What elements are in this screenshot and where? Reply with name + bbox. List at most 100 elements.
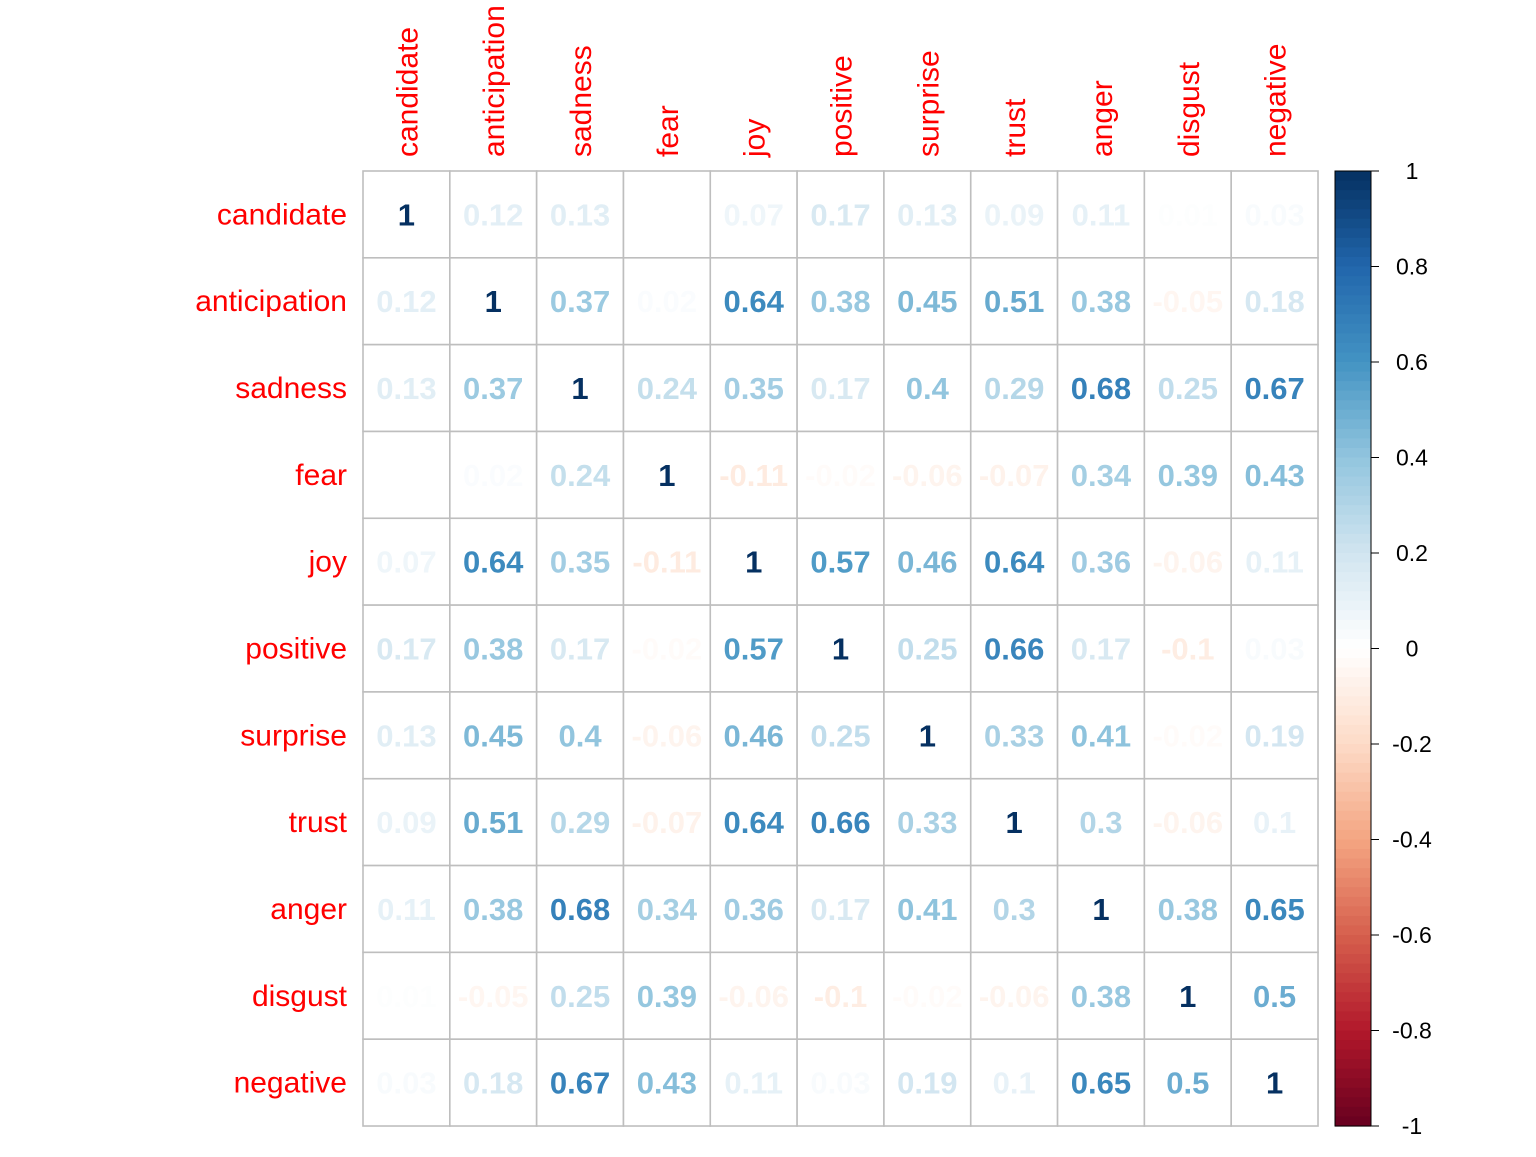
value-label-sadness-sadness: 1 [571,371,588,406]
colorbar-slice [1335,276,1371,287]
cell-trust-anticipation [449,777,538,867]
cell-positive-fear [622,604,712,693]
cell-surprise-anger [1056,691,1146,780]
colorbar-slice [1335,638,1371,650]
colorbar-slice [1335,839,1371,850]
value-label-disgust-candidate: 0.01 [376,979,436,1014]
colorbar-slice [1335,849,1371,860]
cell-fear-negative [1230,430,1319,520]
value-label-positive-anticipation: 0.38 [463,632,523,667]
colorbar-slice [1335,1011,1371,1022]
value-label-disgust-positive: -0.1 [814,979,867,1014]
colorbar-slice [1335,1078,1371,1089]
value-label-surprise-candidate: 0.13 [376,718,436,753]
column-label-surprise: surprise [912,50,945,157]
colorbar-slice [1335,992,1371,1003]
cell-joy-negative [1230,517,1319,606]
value-label-fear-disgust: 0.39 [1158,458,1218,493]
colorbar-slice [1335,858,1371,869]
cell-anticipation-trust [969,257,1059,346]
cell-disgust-positive [796,951,885,1041]
colorbar-slice [1335,447,1371,459]
value-label-anticipation-fear: 0.02 [637,284,697,319]
value-label-joy-sadness: 0.35 [550,545,610,580]
cell-trust-trust [969,777,1059,867]
column-labels: candidate anticipation sadness fear joy posit… [391,5,1292,158]
cell-negative-positive [796,1038,885,1127]
cell-negative-candidate [362,1038,451,1127]
value-label-negative-sadness: 0.67 [550,1066,610,1101]
value-label-positive-negative: 0.03 [1244,632,1304,667]
value-label-anger-fear: 0.34 [637,892,698,927]
value-label-anticipation-anticipation: 1 [485,284,502,319]
value-label-fear-candidate: 0 [398,458,415,493]
cell-disgust-negative [1230,951,1319,1041]
colorbar-slice [1335,772,1371,783]
cell-anticipation-candidate [362,257,451,346]
colorbar-slice [1335,371,1371,382]
colorbar-slice [1335,734,1371,745]
colorbar-slice [1335,791,1371,802]
colorbar-slice [1335,285,1371,296]
colorbar-slice [1335,381,1371,392]
value-label-anticipation-candidate: 0.12 [376,284,436,319]
cell-surprise-anticipation [449,691,538,780]
colorbar-slice [1335,610,1371,621]
value-label-positive-sadness: 0.17 [550,632,610,667]
cell-anger-candidate [362,864,451,954]
colorbar-slice [1335,896,1371,907]
colorbar-slice [1335,505,1371,516]
value-label-candidate-trust: 0.09 [984,197,1044,232]
value-label-surprise-positive: 0.25 [810,718,870,753]
value-label-sadness-candidate: 0.13 [376,371,436,406]
cell-sadness-surprise [883,343,972,433]
cell-joy-surprise [883,517,972,606]
value-label-disgust-negative: 0.5 [1253,979,1296,1014]
colorbar-slice [1335,667,1371,678]
value-label-negative-trust: 0.1 [993,1066,1036,1101]
value-label-trust-surprise: 0.33 [897,805,957,840]
cell-candidate-sadness [535,170,625,259]
value-label-candidate-sadness: 0.13 [550,197,610,232]
value-label-fear-fear: 1 [658,458,675,493]
colorbar-slice [1335,1087,1371,1098]
colorbar-slice [1335,954,1371,965]
colorbar-slice [1335,801,1371,812]
value-label-anticipation-surprise: 0.45 [897,284,957,319]
value-label-sadness-anger: 0.68 [1071,371,1131,406]
cell-candidate-anticipation [449,170,538,259]
colorbar-tick-label: 0.6 [1396,349,1428,375]
cell-disgust-trust [969,951,1059,1041]
colorbar-slice [1335,1116,1371,1127]
value-label-positive-trust: 0.66 [984,632,1044,667]
colorbar-slice [1335,171,1371,182]
colorbar-slice [1335,1106,1371,1118]
value-label-negative-fear: 0.43 [637,1066,697,1101]
colorbar-slice [1335,600,1371,611]
cell-trust-disgust [1143,777,1233,867]
colorbar-slice [1335,629,1371,640]
cell-sadness-negative [1230,343,1319,433]
cell-joy-sadness [535,517,625,606]
colorbar-slice [1335,982,1371,993]
cell-fear-fear [622,430,712,520]
cell-joy-disgust [1143,517,1233,606]
colorbar-slice [1335,495,1371,506]
cell-fear-anger [1056,430,1146,520]
cell-trust-joy [709,777,798,867]
value-label-surprise-joy: 0.46 [724,718,784,753]
colorbar-slice [1335,218,1371,229]
cell-joy-fear [622,517,712,606]
colorbar-slice [1335,820,1371,831]
colorbar-slice [1335,256,1371,268]
value-label-joy-trust: 0.64 [984,545,1045,580]
value-label-fear-anger: 0.34 [1071,458,1132,493]
cell-candidate-trust [969,170,1059,259]
row-labels: candidate anticipation sadness fear joy posit… [195,198,347,1099]
value-label-sadness-joy: 0.35 [724,371,784,406]
cell-joy-joy [709,517,798,606]
colorbar-slice [1335,390,1371,401]
cell-trust-negative [1230,777,1319,867]
value-label-fear-sadness: 0.24 [550,458,611,493]
value-label-negative-anticipation: 0.18 [463,1066,523,1101]
